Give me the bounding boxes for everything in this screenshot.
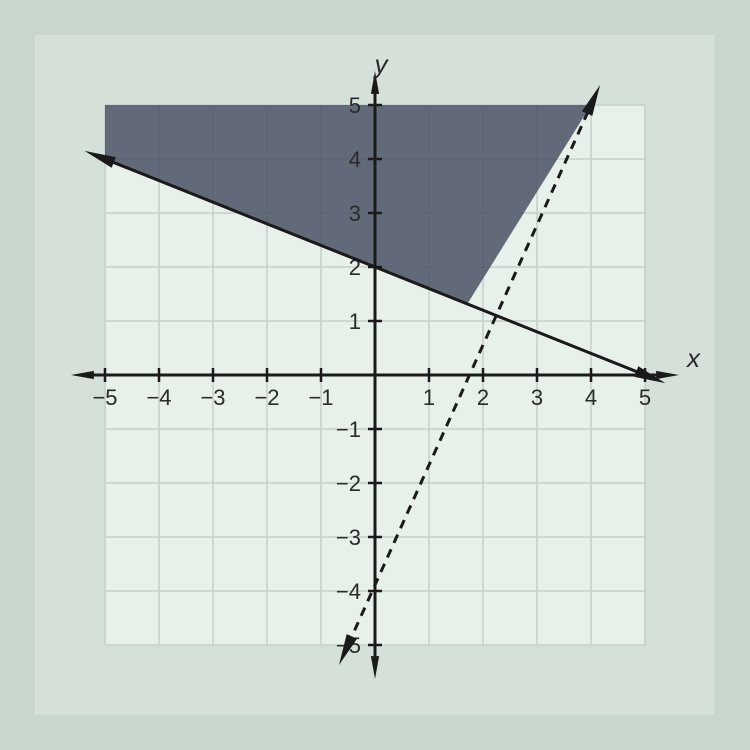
svg-text:1: 1 bbox=[423, 385, 435, 410]
svg-text:−3: −3 bbox=[336, 525, 361, 550]
svg-text:−3: −3 bbox=[200, 385, 225, 410]
svg-text:−5: −5 bbox=[92, 385, 117, 410]
svg-text:3: 3 bbox=[531, 385, 543, 410]
svg-text:4: 4 bbox=[585, 385, 597, 410]
svg-text:−4: −4 bbox=[146, 385, 171, 410]
svg-text:1: 1 bbox=[349, 309, 361, 334]
svg-text:−4: −4 bbox=[336, 579, 361, 604]
svg-text:2: 2 bbox=[477, 385, 489, 410]
y-axis-label: y bbox=[373, 49, 390, 79]
svg-text:4: 4 bbox=[349, 147, 361, 172]
svg-text:−1: −1 bbox=[336, 417, 361, 442]
svg-text:5: 5 bbox=[349, 93, 361, 118]
inequality-graph: −5−4−3−2−112345−5−4−3−2−112345 y x bbox=[35, 35, 715, 715]
svg-text:−2: −2 bbox=[254, 385, 279, 410]
graph-svg: −5−4−3−2−112345−5−4−3−2−112345 y x bbox=[35, 35, 715, 715]
svg-text:5: 5 bbox=[639, 385, 651, 410]
svg-text:−1: −1 bbox=[308, 385, 333, 410]
svg-text:3: 3 bbox=[349, 201, 361, 226]
x-axis-label: x bbox=[685, 343, 701, 373]
svg-text:−2: −2 bbox=[336, 471, 361, 496]
